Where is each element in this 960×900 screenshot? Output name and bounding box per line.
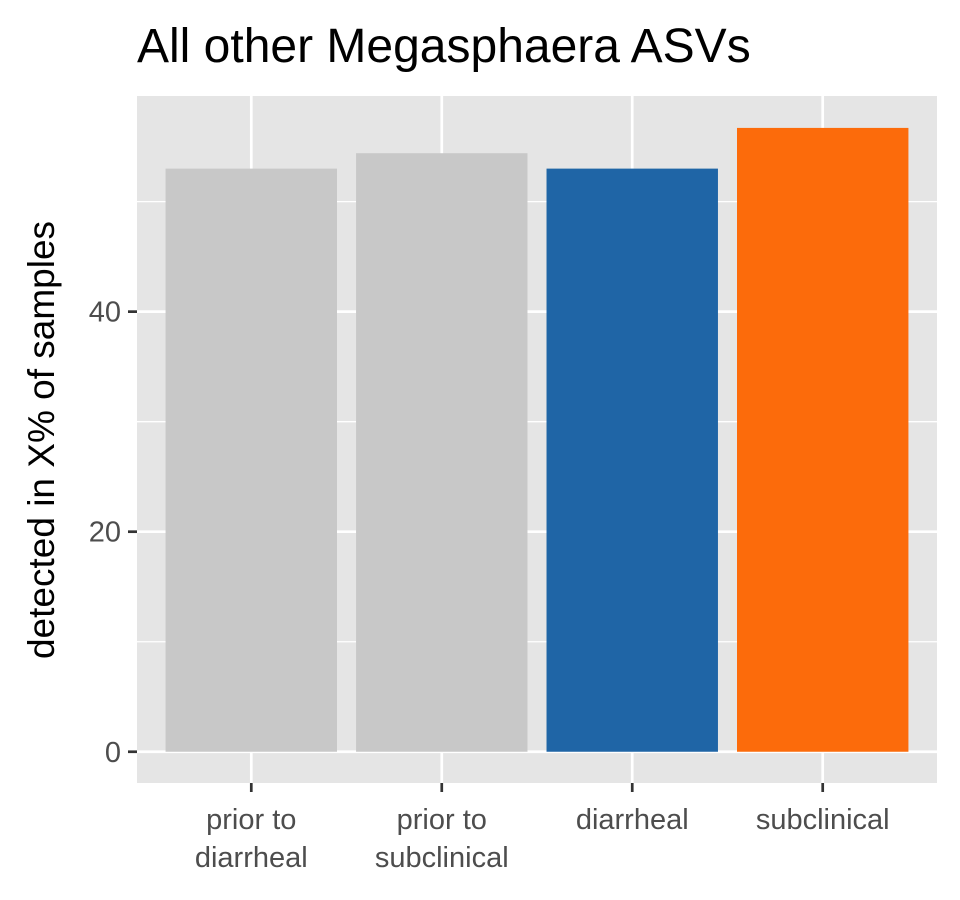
y-tick-label: 40	[89, 297, 121, 329]
y-tick-label: 0	[105, 737, 121, 769]
x-tick-label: prior to diarrheal	[195, 804, 308, 874]
bar	[356, 153, 528, 752]
x-tick-label: prior to subclinical	[375, 804, 509, 874]
x-tick-label: diarrheal	[576, 804, 689, 836]
y-axis: 0 20 40	[89, 297, 137, 769]
bars	[165, 127, 909, 752]
y-axis-title: detected in X% of samples	[21, 221, 62, 659]
y-tick-label: 20	[89, 517, 121, 549]
x-axis: prior to diarrheal prior to subclinical diar…	[195, 783, 890, 874]
x-tick-label: subclinical	[756, 804, 890, 836]
chart-title: All other Megasphaera ASVs	[137, 20, 751, 73]
bar	[546, 168, 718, 752]
bar	[165, 168, 337, 752]
bar	[737, 127, 909, 752]
